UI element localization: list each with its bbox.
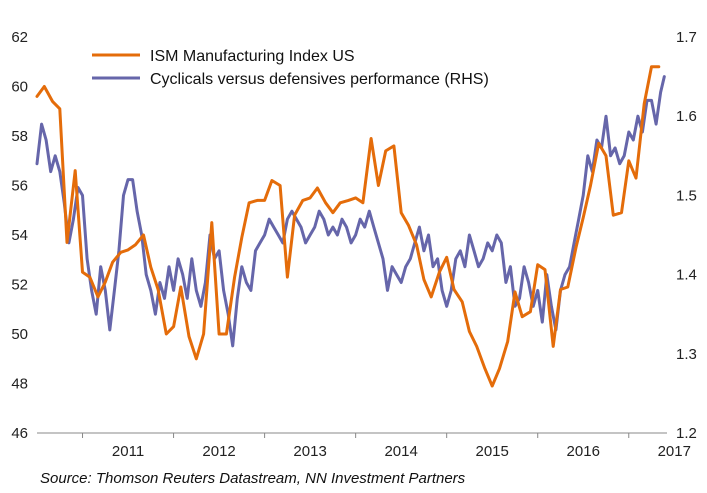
x-tick-label: 2017 <box>658 443 691 460</box>
left-tick-label: 58 <box>11 128 28 145</box>
x-tick-label: 2014 <box>384 443 417 460</box>
x-tick-label: 2012 <box>202 443 235 460</box>
left-tick-label: 52 <box>11 277 28 294</box>
legend: ISM Manufacturing Index US Cyclicals ver… <box>92 48 489 88</box>
right-tick-label: 1.2 <box>676 425 697 442</box>
series-layer <box>35 65 666 388</box>
source-note: Source: Thomson Reuters Datastream, NN I… <box>40 470 466 487</box>
left-tick-label: 50 <box>11 326 28 343</box>
cyclicals-vs-defensives-line <box>35 75 666 348</box>
legend-label-cyclicals: Cyclicals versus defensives performance … <box>150 71 489 88</box>
left-tick-label: 48 <box>11 376 28 393</box>
right-tick-label: 1.7 <box>676 29 697 46</box>
legend-label-ism: ISM Manufacturing Index US <box>150 48 355 65</box>
right-axis: 1.2 1.3 1.4 1.5 1.6 1.7 <box>676 29 697 442</box>
x-tick-label: 2011 <box>112 443 144 460</box>
left-tick-label: 56 <box>11 178 28 195</box>
right-tick-label: 1.5 <box>676 187 697 204</box>
right-tick-label: 1.4 <box>676 267 697 284</box>
x-tick-label: 2015 <box>476 443 509 460</box>
x-axis: 2011 2012 2013 2014 2015 2016 2017 <box>82 433 691 460</box>
x-tick-label: 2013 <box>293 443 326 460</box>
right-tick-label: 1.3 <box>676 346 697 363</box>
left-tick-label: 46 <box>11 425 28 442</box>
left-tick-label: 62 <box>11 29 28 46</box>
right-tick-label: 1.6 <box>676 108 697 125</box>
left-tick-label: 54 <box>11 227 28 244</box>
left-axis: 46 48 50 52 54 56 58 60 62 <box>11 29 28 442</box>
ism-manufacturing-line <box>35 65 661 388</box>
left-tick-label: 60 <box>11 79 28 96</box>
x-tick-label: 2016 <box>567 443 600 460</box>
